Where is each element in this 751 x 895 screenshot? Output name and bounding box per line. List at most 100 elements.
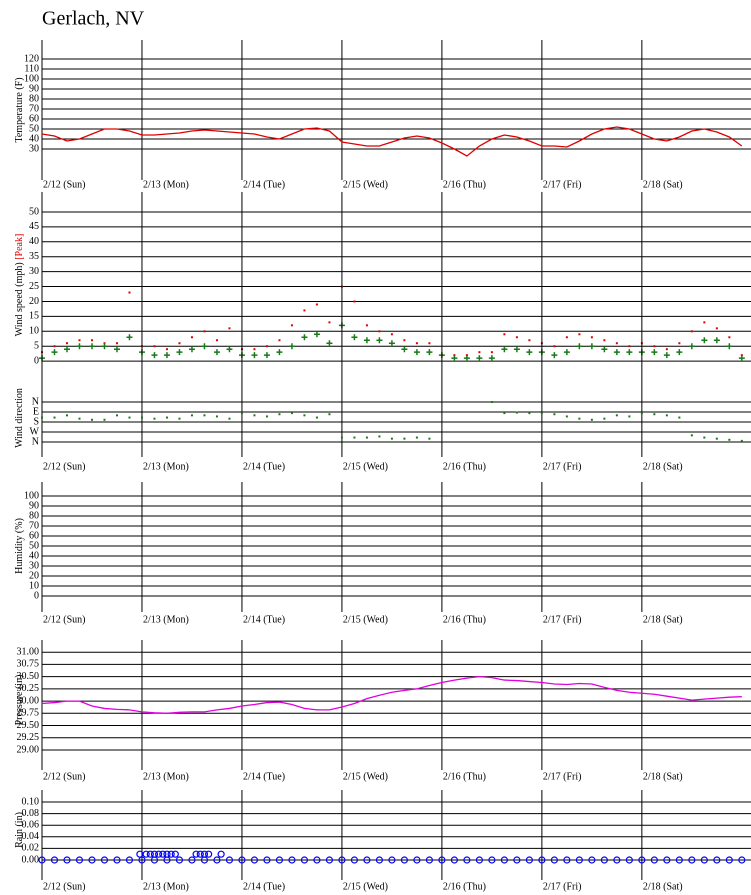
- data-point: [190, 414, 193, 417]
- data-point: [115, 414, 118, 417]
- wind-point: [563, 349, 570, 356]
- data-point: [553, 413, 556, 416]
- wind-point: [526, 349, 533, 356]
- rain-point: [588, 856, 596, 864]
- y-tick-label: 120: [24, 53, 39, 64]
- x-tick-label: 2/16 (Thu): [443, 614, 486, 625]
- data-point: [603, 417, 606, 420]
- data-point: [253, 348, 256, 351]
- legend-entry: [Peak]: [14, 234, 25, 260]
- x-tick-label: 2/17 (Fri): [543, 881, 582, 892]
- data-point: [565, 415, 568, 418]
- x-tick-label: 2/15 (Wed): [343, 461, 388, 472]
- data-point: [178, 342, 181, 345]
- y-tick-label: N: [32, 436, 39, 447]
- rain-point: [575, 856, 583, 864]
- wind-point: [63, 346, 70, 353]
- x-tick-label: 2/18 (Sat): [643, 179, 683, 190]
- wind-point: [738, 355, 745, 362]
- y-tick-label: 45: [29, 221, 39, 232]
- rain-point: [725, 856, 733, 864]
- data-point: [678, 342, 681, 345]
- rain-point: [350, 856, 359, 864]
- wind-point: [101, 343, 108, 350]
- data-point: [215, 415, 218, 418]
- data-point: [615, 414, 618, 417]
- data-point: [53, 345, 56, 348]
- wind-point: [213, 349, 220, 356]
- rain-point: [175, 856, 184, 864]
- rain-point: [238, 856, 246, 864]
- x-tick-label: 2/13 (Mon): [143, 614, 189, 625]
- y-tick-label: 0.08: [22, 808, 40, 819]
- data-point: [428, 342, 431, 345]
- y-tick-label: 20: [29, 296, 39, 307]
- x-tick-label: 2/17 (Fri): [543, 461, 582, 472]
- y-tick-label: 0.06: [22, 819, 40, 830]
- data-point: [78, 417, 81, 420]
- y-tick-label: 70: [29, 520, 39, 531]
- rain-point: [463, 856, 471, 864]
- wind-point: [463, 355, 470, 362]
- data-point: [303, 414, 306, 417]
- data-point: [515, 336, 518, 339]
- y-tick-label: 20: [29, 570, 39, 581]
- data-point: [303, 309, 306, 312]
- data-point: [553, 345, 556, 348]
- wind-point: [388, 340, 395, 347]
- data-point: [565, 336, 568, 339]
- rain-point: [325, 856, 334, 864]
- y-tick-label: 100: [24, 73, 39, 84]
- y-tick-label: 60: [29, 530, 39, 541]
- wind-point: [363, 337, 370, 344]
- wind-point: [513, 346, 520, 353]
- data-point: [203, 414, 206, 417]
- x-tick-label: 2/12 (Sun): [43, 179, 86, 190]
- rain-point: [663, 856, 671, 864]
- data-point: [653, 345, 656, 348]
- y-tick-label: 30: [29, 560, 39, 571]
- rain-point: [275, 856, 284, 864]
- y-axis-label-text: Temperature (F): [14, 77, 25, 142]
- x-tick-label: 2/12 (Sun): [43, 881, 86, 892]
- y-tick-label: 90: [29, 83, 39, 94]
- x-tick-label: 2/16 (Thu): [443, 881, 486, 892]
- rain-point: [613, 856, 621, 864]
- rain-point: [638, 856, 646, 864]
- wind-point: [601, 346, 608, 353]
- y-tick-label: 40: [29, 550, 39, 561]
- rain-point: [217, 850, 225, 858]
- y-axis-label: Humidity (%): [14, 518, 25, 574]
- rain-point: [171, 850, 179, 858]
- y-axis-label: Temperature (F): [14, 77, 25, 142]
- rain-point: [475, 856, 483, 864]
- data-point: [640, 412, 643, 415]
- y-axis-label-text: Humidity (%): [14, 518, 25, 574]
- data-point: [615, 342, 618, 345]
- y-tick-label: S: [33, 416, 39, 427]
- x-tick-label: 2/15 (Wed): [343, 179, 388, 190]
- data-point: [728, 336, 731, 339]
- wind-point: [113, 346, 120, 353]
- y-axis-label-text: Wind speed (mph): [14, 262, 25, 336]
- data-point: [490, 351, 493, 354]
- rain-point: [188, 856, 196, 864]
- data-point: [578, 417, 581, 420]
- wind-point: [576, 343, 583, 350]
- rain-point: [100, 856, 109, 864]
- wind-point: [651, 349, 658, 356]
- x-tick-label: 2/15 (Wed): [343, 614, 388, 625]
- data-point: [328, 321, 331, 324]
- rain-point: [192, 850, 200, 858]
- rain-point: [159, 850, 167, 858]
- data-point: [315, 303, 318, 306]
- rain-point: [713, 856, 721, 864]
- data-point: [90, 339, 93, 342]
- x-tick-label: 2/14 (Tue): [243, 614, 285, 625]
- y-axis-label-text: Wind direction: [14, 388, 25, 448]
- wind-point: [351, 334, 358, 341]
- rain-point: [75, 856, 84, 864]
- wind-point: [126, 334, 133, 341]
- y-axis-label: Rain (in): [14, 812, 25, 848]
- y-tick-label: 30.00: [17, 695, 40, 706]
